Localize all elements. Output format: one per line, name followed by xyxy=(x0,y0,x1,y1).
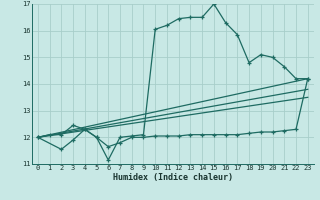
X-axis label: Humidex (Indice chaleur): Humidex (Indice chaleur) xyxy=(113,173,233,182)
